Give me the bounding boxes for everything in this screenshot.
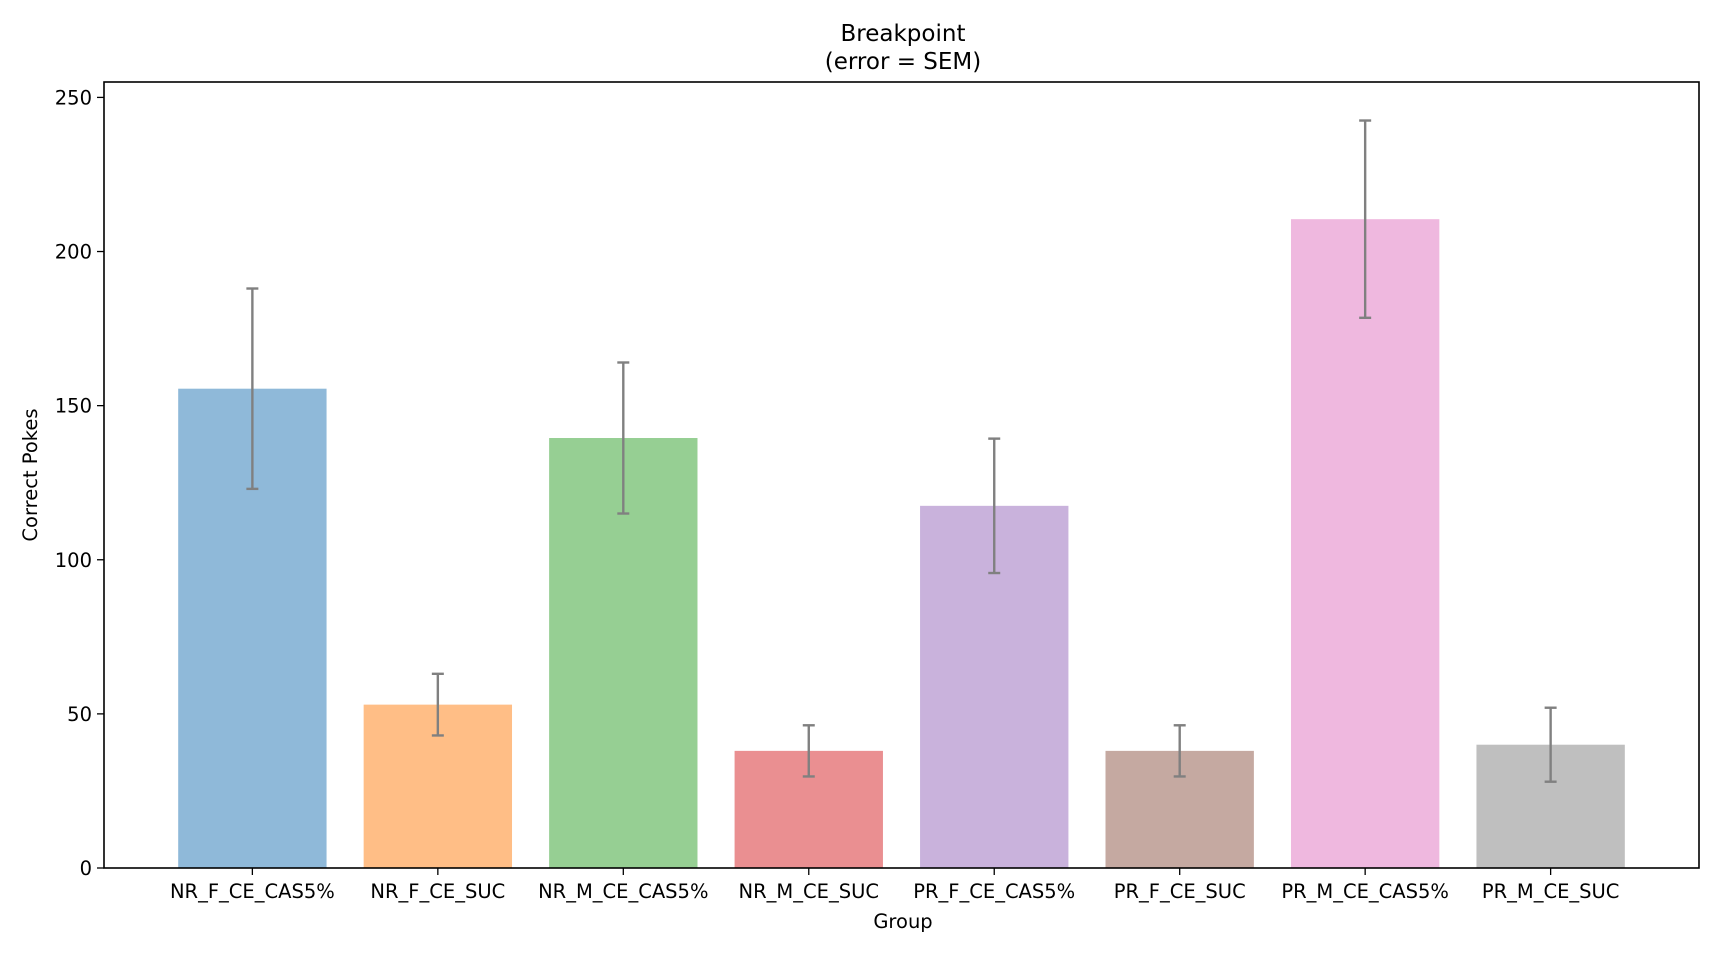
y-tick-label: 250 <box>55 86 92 109</box>
x-tick-label: PR_M_CE_SUC <box>1482 880 1620 903</box>
y-tick-label: 0 <box>80 857 92 880</box>
y-tick-label: 150 <box>55 395 92 418</box>
bars <box>178 219 1625 869</box>
x-tick-label: NR_F_CE_SUC <box>370 880 505 903</box>
x-tick-label: NR_M_CE_CAS5% <box>538 880 708 903</box>
x-tick-label: NR_M_CE_SUC <box>739 880 879 903</box>
x-tick-label: PR_M_CE_CAS5% <box>1281 880 1449 903</box>
y-axis-label: Correct Pokes <box>19 408 42 541</box>
x-tick-label: PR_F_CE_SUC <box>1114 880 1246 903</box>
x-axis-label: Group <box>873 910 932 933</box>
error-bars <box>246 119 1557 783</box>
y-tick-label: 200 <box>55 241 92 264</box>
chart-subtitle: (error = SEM) <box>825 49 982 75</box>
y-tick-label: 50 <box>67 703 92 726</box>
y-tick-label: 100 <box>55 549 92 572</box>
x-tick-label: NR_F_CE_CAS5% <box>170 880 335 903</box>
x-tick-label: PR_F_CE_CAS5% <box>913 880 1075 903</box>
y-axis: 0 50 100 150 200 250 <box>55 86 104 880</box>
chart-title: Breakpoint <box>841 21 966 47</box>
x-axis: NR_F_CE_CAS5% NR_F_CE_SUC NR_M_CE_CAS5% NR_… <box>170 868 1619 903</box>
plot-frame <box>103 81 1700 869</box>
bar <box>1290 219 1440 869</box>
